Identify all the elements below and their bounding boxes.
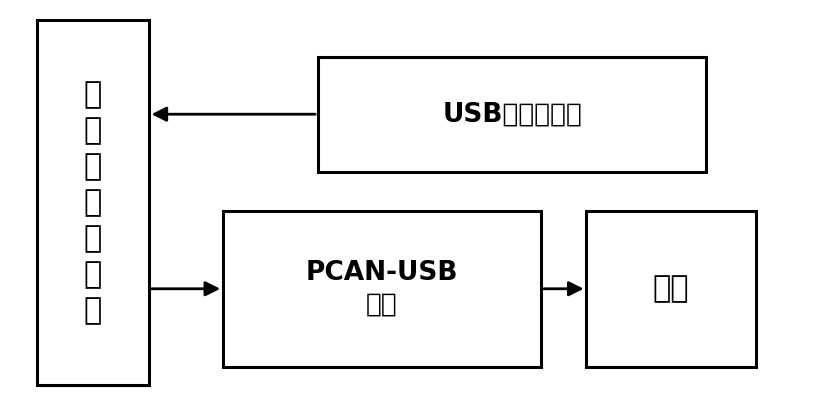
Bar [586, 211, 756, 367]
Text: 计
算
机
软
件
模
块: 计 算 机 软 件 模 块 [83, 80, 102, 325]
Bar [37, 20, 149, 385]
Bar [223, 211, 541, 367]
Text: PCAN-USB
模块: PCAN-USB 模块 [306, 260, 458, 318]
Text: 仪表: 仪表 [653, 274, 689, 303]
Bar [318, 57, 706, 172]
Text: USB摄像头模块: USB摄像头模块 [442, 101, 582, 127]
